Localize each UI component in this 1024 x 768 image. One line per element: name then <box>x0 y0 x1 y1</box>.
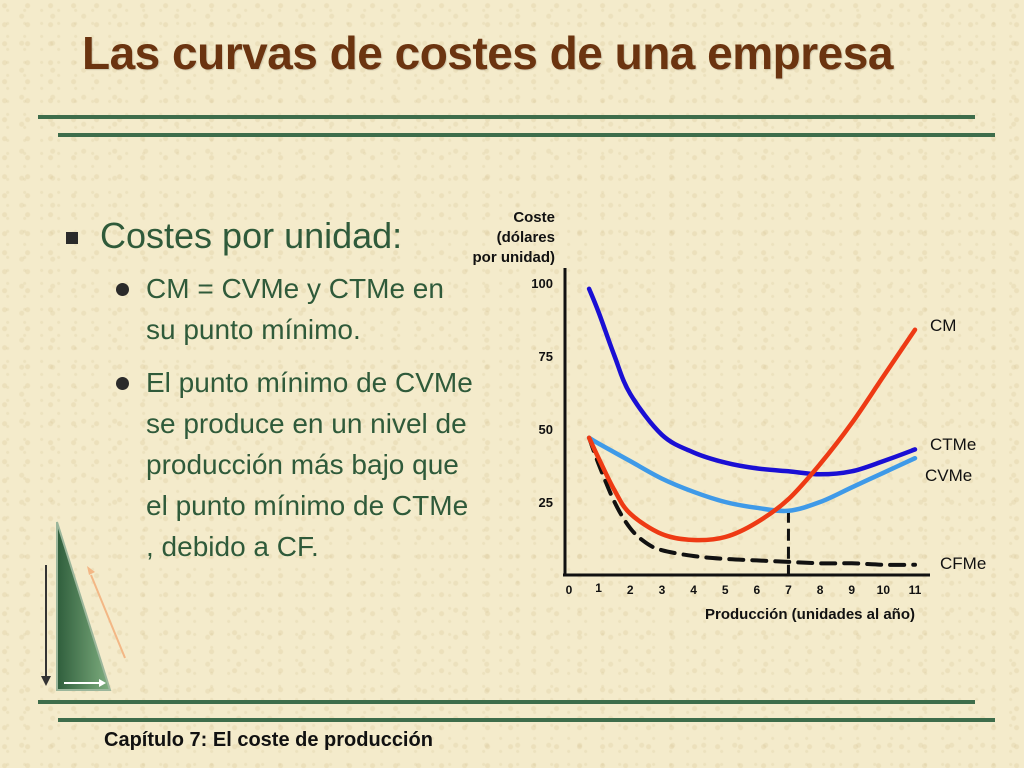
title-divider-upper <box>38 115 975 119</box>
round-bullet-icon <box>116 377 129 390</box>
y-tick-label: 75 <box>539 349 553 364</box>
sub-bullet-1: CM = CVMe y CTMe en su punto mínimo. <box>60 268 480 350</box>
bullet-list: Costes por unidad: CM = CVMe y CTMe en s… <box>60 214 480 567</box>
triangle-arrows-icon <box>41 521 126 691</box>
bullet-main: Costes por unidad: <box>60 214 480 258</box>
title-divider-lower <box>58 133 995 137</box>
series-label-cm: CM <box>930 316 956 335</box>
x-tick-label: 11 <box>909 583 922 597</box>
x-tick-label: 7 <box>785 583 792 597</box>
x-tick-label: 10 <box>877 583 891 597</box>
x-tick-label: 3 <box>659 583 666 597</box>
y-axis-title-line-2: (dólares <box>497 229 555 246</box>
y-tick-label: 50 <box>539 422 553 437</box>
x-tick-label: 9 <box>848 583 855 597</box>
x-tick-label: 8 <box>817 583 824 597</box>
x-tick-labels: 0 1 2 3 4 5 6 7 8 9 10 11 <box>566 581 922 597</box>
square-bullet-icon <box>66 232 78 244</box>
sub-bullet-1-text: CM = CVMe y CTMe en su punto mínimo. <box>146 273 444 345</box>
y-axis-title: Coste (dólares por unidad) <box>473 209 556 266</box>
slide-title: Las curvas de costes de una empresa <box>82 27 893 79</box>
y-axis-title-line-3: por unidad) <box>473 249 556 266</box>
x-tick-label: 0 <box>566 583 573 597</box>
sub-bullet-2-text: El punto mínimo de CVMe se produce en un… <box>146 367 473 562</box>
y-tick-label: 100 <box>531 276 553 291</box>
x-tick-label: 2 <box>627 583 634 597</box>
y-tick-labels: 25 50 75 100 <box>531 276 553 510</box>
y-axis-title-line-1: Coste <box>513 209 555 226</box>
footer-divider-lower <box>58 718 995 722</box>
series-label-cvme: CVMe <box>925 466 972 485</box>
bullet-main-text: Costes por unidad: <box>100 215 403 256</box>
x-axis-title: Producción (unidades al año) <box>705 606 915 623</box>
series-layer: CFMe CVMe CTMe CM <box>586 286 986 573</box>
series-line-cfme <box>587 435 917 567</box>
y-tick-label: 25 <box>539 495 553 510</box>
series-line-cvme <box>586 435 918 514</box>
x-tick-label: 1 <box>595 581 602 595</box>
series-label-ctme: CTMe <box>930 435 976 454</box>
series-label-cfme: CFMe <box>940 554 986 573</box>
x-tick-label: 4 <box>690 583 697 597</box>
series-line-ctme <box>586 286 918 477</box>
x-tick-label: 6 <box>753 583 760 597</box>
series-line-cm <box>586 327 918 543</box>
sub-bullet-2: El punto mínimo de CVMe se produce en un… <box>60 362 480 567</box>
round-bullet-icon <box>116 283 129 296</box>
footer-text: Capítulo 7: El coste de producción <box>104 729 433 751</box>
footer-divider-upper <box>38 700 975 704</box>
x-tick-label: 5 <box>722 583 729 597</box>
